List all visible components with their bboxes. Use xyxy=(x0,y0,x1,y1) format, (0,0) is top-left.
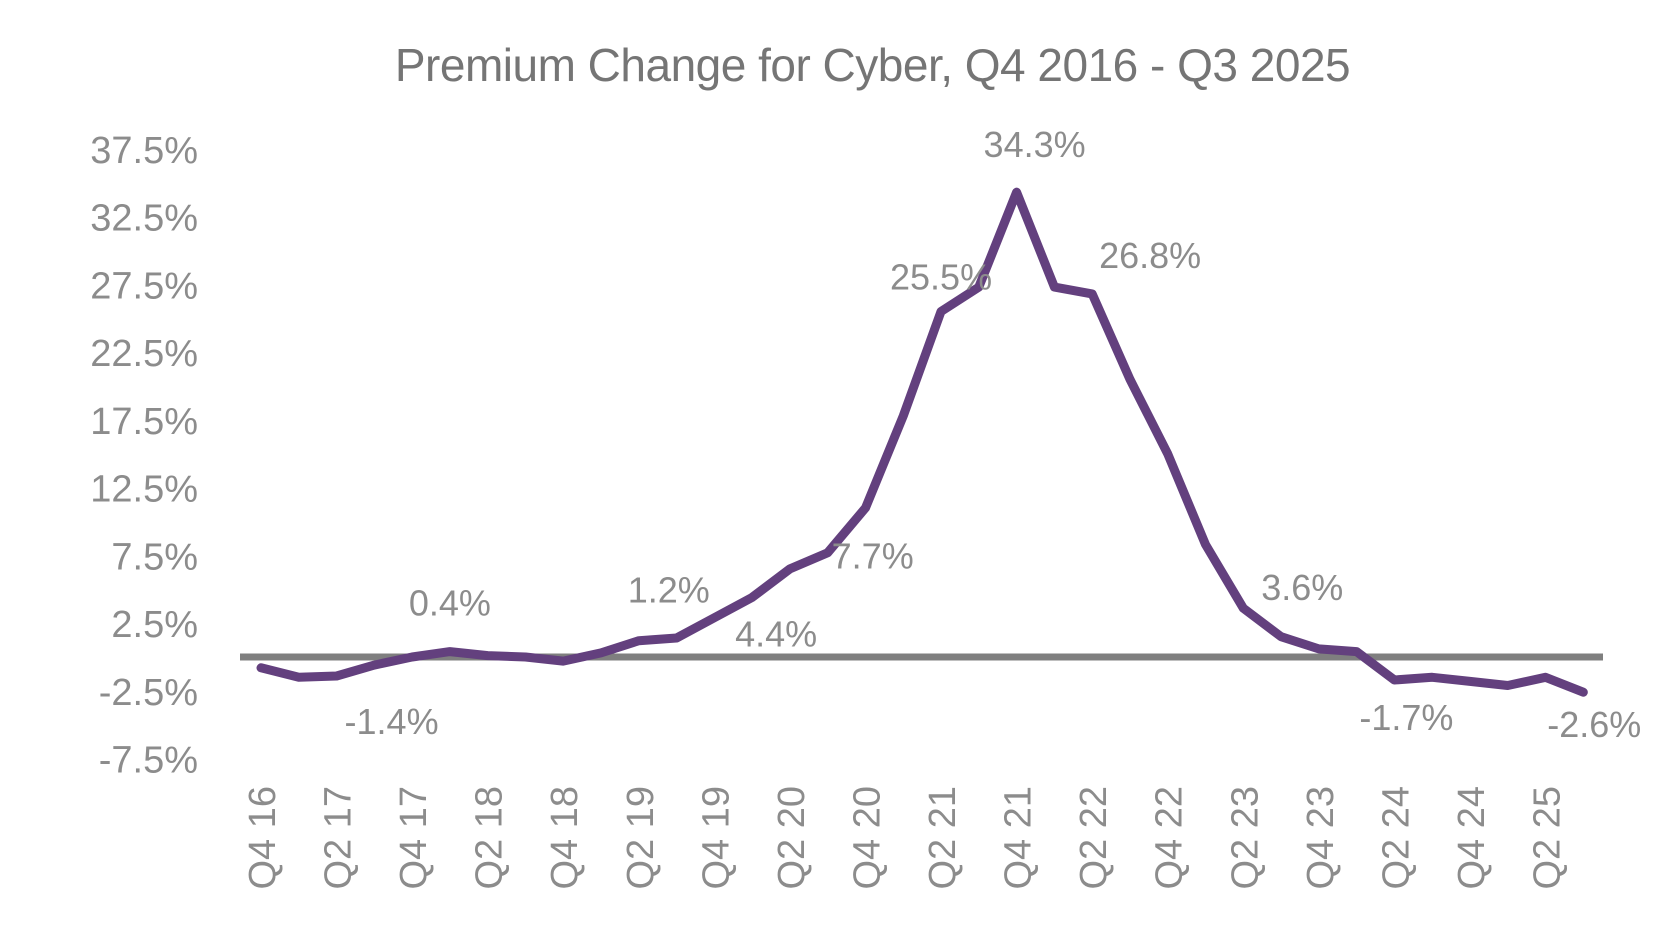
x-tick-label: Q2 18 xyxy=(469,786,511,890)
x-tick-label: Q2 20 xyxy=(771,786,813,890)
x-tick-label: Q4 18 xyxy=(544,786,586,890)
x-tick-label: Q2 22 xyxy=(1073,786,1115,890)
x-tick-label: Q4 19 xyxy=(695,786,737,890)
data-label: 34.3% xyxy=(984,124,1086,165)
y-tick-label: 32.5% xyxy=(90,198,198,240)
x-tick-label: Q4 20 xyxy=(846,786,888,890)
data-label: 4.4% xyxy=(735,613,817,654)
data-label: 26.8% xyxy=(1099,235,1201,276)
y-tick-label: -2.5% xyxy=(99,672,198,714)
x-tick-label: Q2 17 xyxy=(318,786,360,890)
y-tick-label: 12.5% xyxy=(90,469,198,511)
data-label: 0.4% xyxy=(409,583,491,624)
x-tick-label: Q4 17 xyxy=(393,786,435,890)
data-label: -1.4% xyxy=(345,701,439,742)
data-label: 7.7% xyxy=(832,536,914,577)
x-tick-label: Q2 24 xyxy=(1375,786,1417,890)
x-tick-label: Q2 19 xyxy=(620,786,662,890)
data-label: -1.7% xyxy=(1359,697,1453,738)
data-label: 3.6% xyxy=(1261,567,1343,608)
series-line xyxy=(256,187,1588,697)
y-tick-label: 22.5% xyxy=(90,333,198,375)
x-tick-label: Q4 22 xyxy=(1149,786,1191,890)
y-tick-label: -7.5% xyxy=(99,740,198,782)
x-tick-label: Q4 24 xyxy=(1451,786,1493,890)
x-tick-label: Q2 21 xyxy=(922,786,964,890)
chart-title: Premium Change for Cyber, Q4 2016 - Q3 2… xyxy=(394,39,1351,91)
x-tick-label: Q4 16 xyxy=(242,786,284,890)
y-tick-label: 37.5% xyxy=(90,130,198,172)
data-label: 25.5% xyxy=(890,256,992,297)
y-tick-label: 27.5% xyxy=(90,265,198,307)
x-tick-label: Q2 25 xyxy=(1527,786,1569,890)
y-tick-label: 2.5% xyxy=(111,604,198,646)
data-label: -2.6% xyxy=(1547,704,1641,745)
x-tick-label: Q2 23 xyxy=(1224,786,1266,890)
y-tick-label: 17.5% xyxy=(90,401,198,443)
y-tick-label: 7.5% xyxy=(111,536,198,578)
x-tick-label: Q4 21 xyxy=(998,786,1040,890)
x-tick-label: Q4 23 xyxy=(1300,786,1342,890)
data-label: 1.2% xyxy=(628,570,710,611)
